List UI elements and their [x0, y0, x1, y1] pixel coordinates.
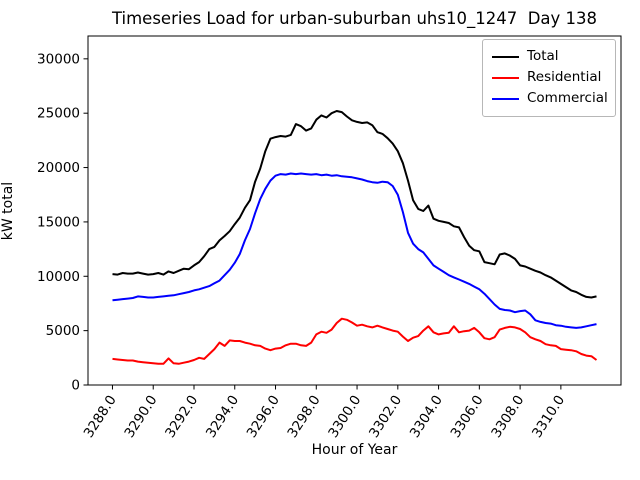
legend-item-total[interactable]: Total [492, 46, 606, 67]
legend: Total Residential Commercial [482, 39, 616, 117]
legend-line-swatch-commercial [492, 97, 519, 100]
series-line-residential [112, 317, 598, 365]
series-line-total [112, 110, 597, 299]
x-tick-label: 3292.0 [162, 392, 201, 440]
y-tick-label: 30000 [37, 51, 80, 67]
y-tick-label: 5000 [46, 323, 80, 339]
y-tick-label: 10000 [37, 269, 80, 285]
x-tick-label: 3288.0 [81, 392, 120, 440]
x-tick-label: 3302.0 [366, 392, 405, 440]
x-tick-label: 3308.0 [488, 392, 527, 440]
legend-line-swatch-total [492, 55, 519, 58]
x-tick-label: 3306.0 [448, 392, 487, 440]
legend-item-residential[interactable]: Residential [492, 67, 606, 88]
legend-item-label: Commercial [527, 90, 608, 106]
legend-item-label: Total [527, 48, 559, 64]
legend-item-commercial[interactable]: Commercial [492, 88, 608, 109]
x-axis-label: Hour of Year [311, 442, 398, 458]
y-tick-label: 15000 [37, 214, 80, 230]
x-tick-label: 3298.0 [284, 392, 323, 440]
x-tick-label: 3304.0 [407, 392, 446, 440]
series-line-commercial [112, 172, 597, 329]
x-tick-label: 3294.0 [203, 392, 242, 440]
x-tick-label: 3296.0 [244, 392, 283, 440]
legend-line-swatch-residential [492, 76, 519, 79]
axes-spines [87, 35, 622, 386]
x-tick-label: 3290.0 [121, 392, 160, 440]
y-tick-label: 0 [71, 378, 80, 394]
x-tick-label: 3300.0 [325, 392, 364, 440]
chart-title: Timeseries Load for urban-suburban uhs10… [111, 9, 598, 28]
y-tick-label: 20000 [37, 160, 80, 176]
x-tick-label: 3310.0 [529, 392, 568, 440]
legend-item-label: Residential [527, 69, 602, 85]
y-tick-label: 25000 [37, 106, 80, 122]
